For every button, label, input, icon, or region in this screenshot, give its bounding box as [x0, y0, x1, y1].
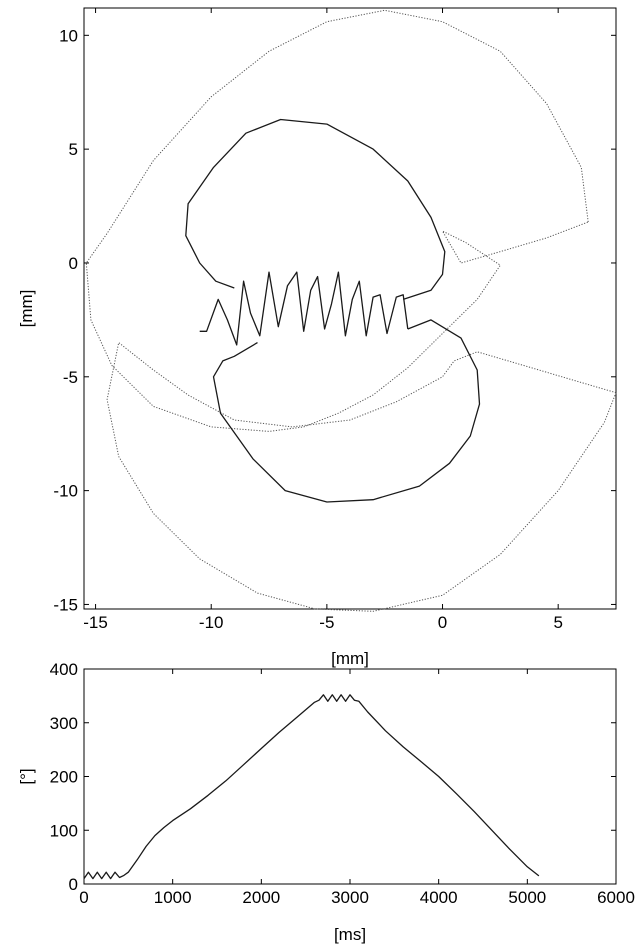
y-tick-label: -5 — [63, 368, 78, 387]
x-tick-label: 2000 — [242, 888, 280, 907]
trajectory-plot: -15 -10 -5 0 5 10 5 0 -5 -10 -15 [mm] [mm] — [17, 7, 617, 668]
trajectory-plot-series — [85, 9, 617, 612]
angle-plot-frame — [83, 668, 617, 885]
trajectory-plot-xlabel: [mm] — [331, 649, 369, 668]
angle-plot-ticks: 0 1000 2000 3000 4000 5000 6000 0 100 200 300 400 — [50, 660, 635, 907]
angle-plot: 0 1000 2000 3000 4000 5000 6000 0 100 200 300 400 [… — [17, 660, 635, 944]
trajectory-plot-ylabel: [mm] — [17, 290, 36, 328]
y-tick-label: 0 — [69, 875, 78, 894]
x-tick-label: 6000 — [597, 888, 635, 907]
x-tick-label: 0 — [438, 613, 447, 632]
angle-plot-series — [83, 694, 540, 880]
y-tick-label: 300 — [50, 714, 78, 733]
x-tick-label: 4000 — [420, 888, 458, 907]
trajectory-plot-ticks: -15 -10 -5 0 5 10 5 0 -5 -10 -15 — [53, 8, 616, 632]
y-tick-label: 5 — [69, 140, 78, 159]
solid-curve-4 — [212, 319, 481, 503]
solid-curve-0 — [83, 694, 540, 880]
solid-curve-3 — [199, 271, 409, 346]
x-tick-label: -5 — [319, 613, 334, 632]
y-tick-label: 100 — [50, 821, 78, 840]
y-tick-label: 200 — [50, 768, 78, 787]
y-tick-label: 10 — [59, 26, 78, 45]
y-tick-label: -10 — [53, 482, 78, 501]
dotted-curve-1 — [106, 341, 617, 612]
dotted-curve-0 — [85, 9, 589, 432]
x-tick-label: 1000 — [154, 888, 192, 907]
angle-plot-ylabel: [°] — [17, 768, 36, 784]
angle-plot-xlabel: [ms] — [334, 925, 366, 944]
x-tick-label: 3000 — [331, 888, 369, 907]
x-tick-label: -15 — [83, 613, 108, 632]
y-tick-label: 0 — [69, 254, 78, 273]
y-tick-label: 400 — [50, 660, 78, 679]
trajectory-plot-frame — [83, 7, 617, 610]
y-tick-label: -15 — [53, 595, 78, 614]
x-tick-label: -10 — [199, 613, 224, 632]
x-tick-label: 5000 — [508, 888, 546, 907]
x-tick-label: 0 — [79, 888, 88, 907]
x-tick-label: 5 — [553, 613, 562, 632]
solid-curve-2 — [185, 118, 446, 301]
